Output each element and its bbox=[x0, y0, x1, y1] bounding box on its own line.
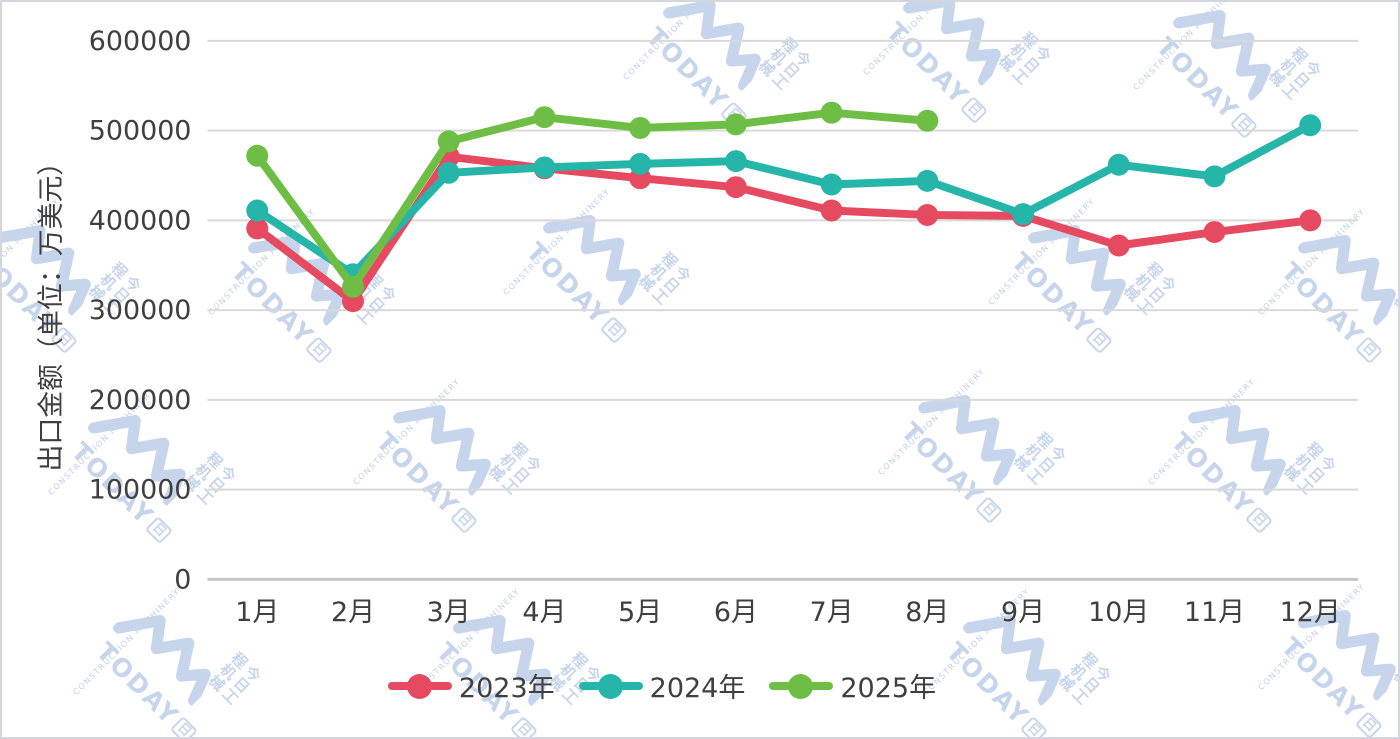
legend-dot-icon bbox=[406, 673, 432, 699]
series-point-2025年 bbox=[342, 275, 364, 298]
x-tick-label: 7月 bbox=[810, 597, 854, 628]
x-tick-label: 4月 bbox=[522, 597, 566, 628]
series-point-2024年 bbox=[533, 156, 556, 179]
series-point-2024年 bbox=[916, 169, 939, 192]
legend-label: 2023年 bbox=[458, 673, 555, 704]
x-tick-label: 6月 bbox=[714, 597, 758, 628]
x-tick-label: 10月 bbox=[1088, 597, 1149, 628]
y-tick-label: 400000 bbox=[89, 205, 192, 236]
series-point-2023年 bbox=[820, 199, 843, 222]
series-point-2023年 bbox=[246, 217, 269, 240]
series-point-2023年 bbox=[1299, 209, 1322, 232]
series-point-2024年 bbox=[724, 150, 747, 173]
y-tick-label: 300000 bbox=[89, 295, 192, 326]
series-point-2025年 bbox=[724, 113, 747, 136]
legend-label: 2025年 bbox=[840, 673, 937, 704]
chart-legend: 2023年 2024年 2025年 bbox=[2, 666, 1360, 705]
series-point-2025年 bbox=[533, 106, 556, 129]
series-line-2023年 bbox=[253, 152, 1315, 306]
legend-dot-icon bbox=[597, 673, 623, 699]
x-tick-label: 8月 bbox=[905, 597, 949, 628]
series-point-2023年 bbox=[724, 176, 747, 199]
series-line-2025年 bbox=[253, 108, 932, 291]
series-point-2024年 bbox=[629, 152, 652, 175]
legend-item-2024年: 2024年 bbox=[578, 666, 746, 705]
series-point-2023年 bbox=[1203, 221, 1226, 244]
series-point-2024年 bbox=[1203, 165, 1226, 188]
legend-marker-icon bbox=[769, 673, 834, 699]
x-tick-label: 9月 bbox=[1001, 597, 1045, 628]
y-tick-label: 600000 bbox=[89, 26, 192, 57]
series-point-2024年 bbox=[246, 199, 269, 222]
x-axis-tick-labels: 1月 2月 3月 4月 5月 6月 7月 8月 9月 10月 11月 12月 bbox=[235, 597, 1341, 628]
series-point-2025年 bbox=[916, 109, 939, 132]
series-point-2024年 bbox=[820, 173, 843, 196]
x-tick-label: 12月 bbox=[1280, 597, 1341, 628]
legend-marker-icon bbox=[578, 673, 643, 699]
y-tick-label: 0 bbox=[174, 564, 191, 595]
y-tick-label: 500000 bbox=[89, 116, 192, 147]
gridlines bbox=[207, 39, 1359, 581]
legend-marker-icon bbox=[387, 673, 452, 699]
legend-dot-icon bbox=[788, 673, 814, 699]
x-tick-label: 3月 bbox=[427, 597, 471, 628]
series-point-2024年 bbox=[1012, 203, 1035, 226]
series-point-2025年 bbox=[437, 130, 460, 153]
y-tick-label: 200000 bbox=[89, 385, 192, 416]
series-point-2024年 bbox=[1107, 153, 1130, 176]
series-point-2023年 bbox=[916, 204, 939, 226]
series-point-2025年 bbox=[820, 101, 843, 124]
legend-label: 2024年 bbox=[649, 673, 746, 704]
series-point-2025年 bbox=[246, 144, 269, 167]
y-tick-label: 100000 bbox=[89, 475, 192, 506]
y-axis-title: 出口金额（单位：万美元） bbox=[36, 149, 67, 472]
series-point-2024年 bbox=[437, 161, 460, 184]
y-axis-tick-labels: 600000 500000 400000 300000 200000 100000 0 bbox=[89, 26, 192, 595]
series-point-2025年 bbox=[629, 116, 652, 139]
legend-item-2023年: 2023年 bbox=[387, 666, 555, 705]
series-point-2023年 bbox=[1107, 234, 1130, 257]
x-tick-label: 2月 bbox=[331, 597, 375, 628]
x-tick-label: 5月 bbox=[618, 597, 662, 628]
series-line-2024年 bbox=[253, 121, 1315, 279]
x-tick-label: 11月 bbox=[1184, 597, 1245, 628]
x-tick-label: 1月 bbox=[235, 597, 279, 628]
legend-item-2025年: 2025年 bbox=[769, 666, 936, 705]
series-point-2024年 bbox=[1299, 114, 1322, 137]
data-series bbox=[246, 101, 1322, 313]
